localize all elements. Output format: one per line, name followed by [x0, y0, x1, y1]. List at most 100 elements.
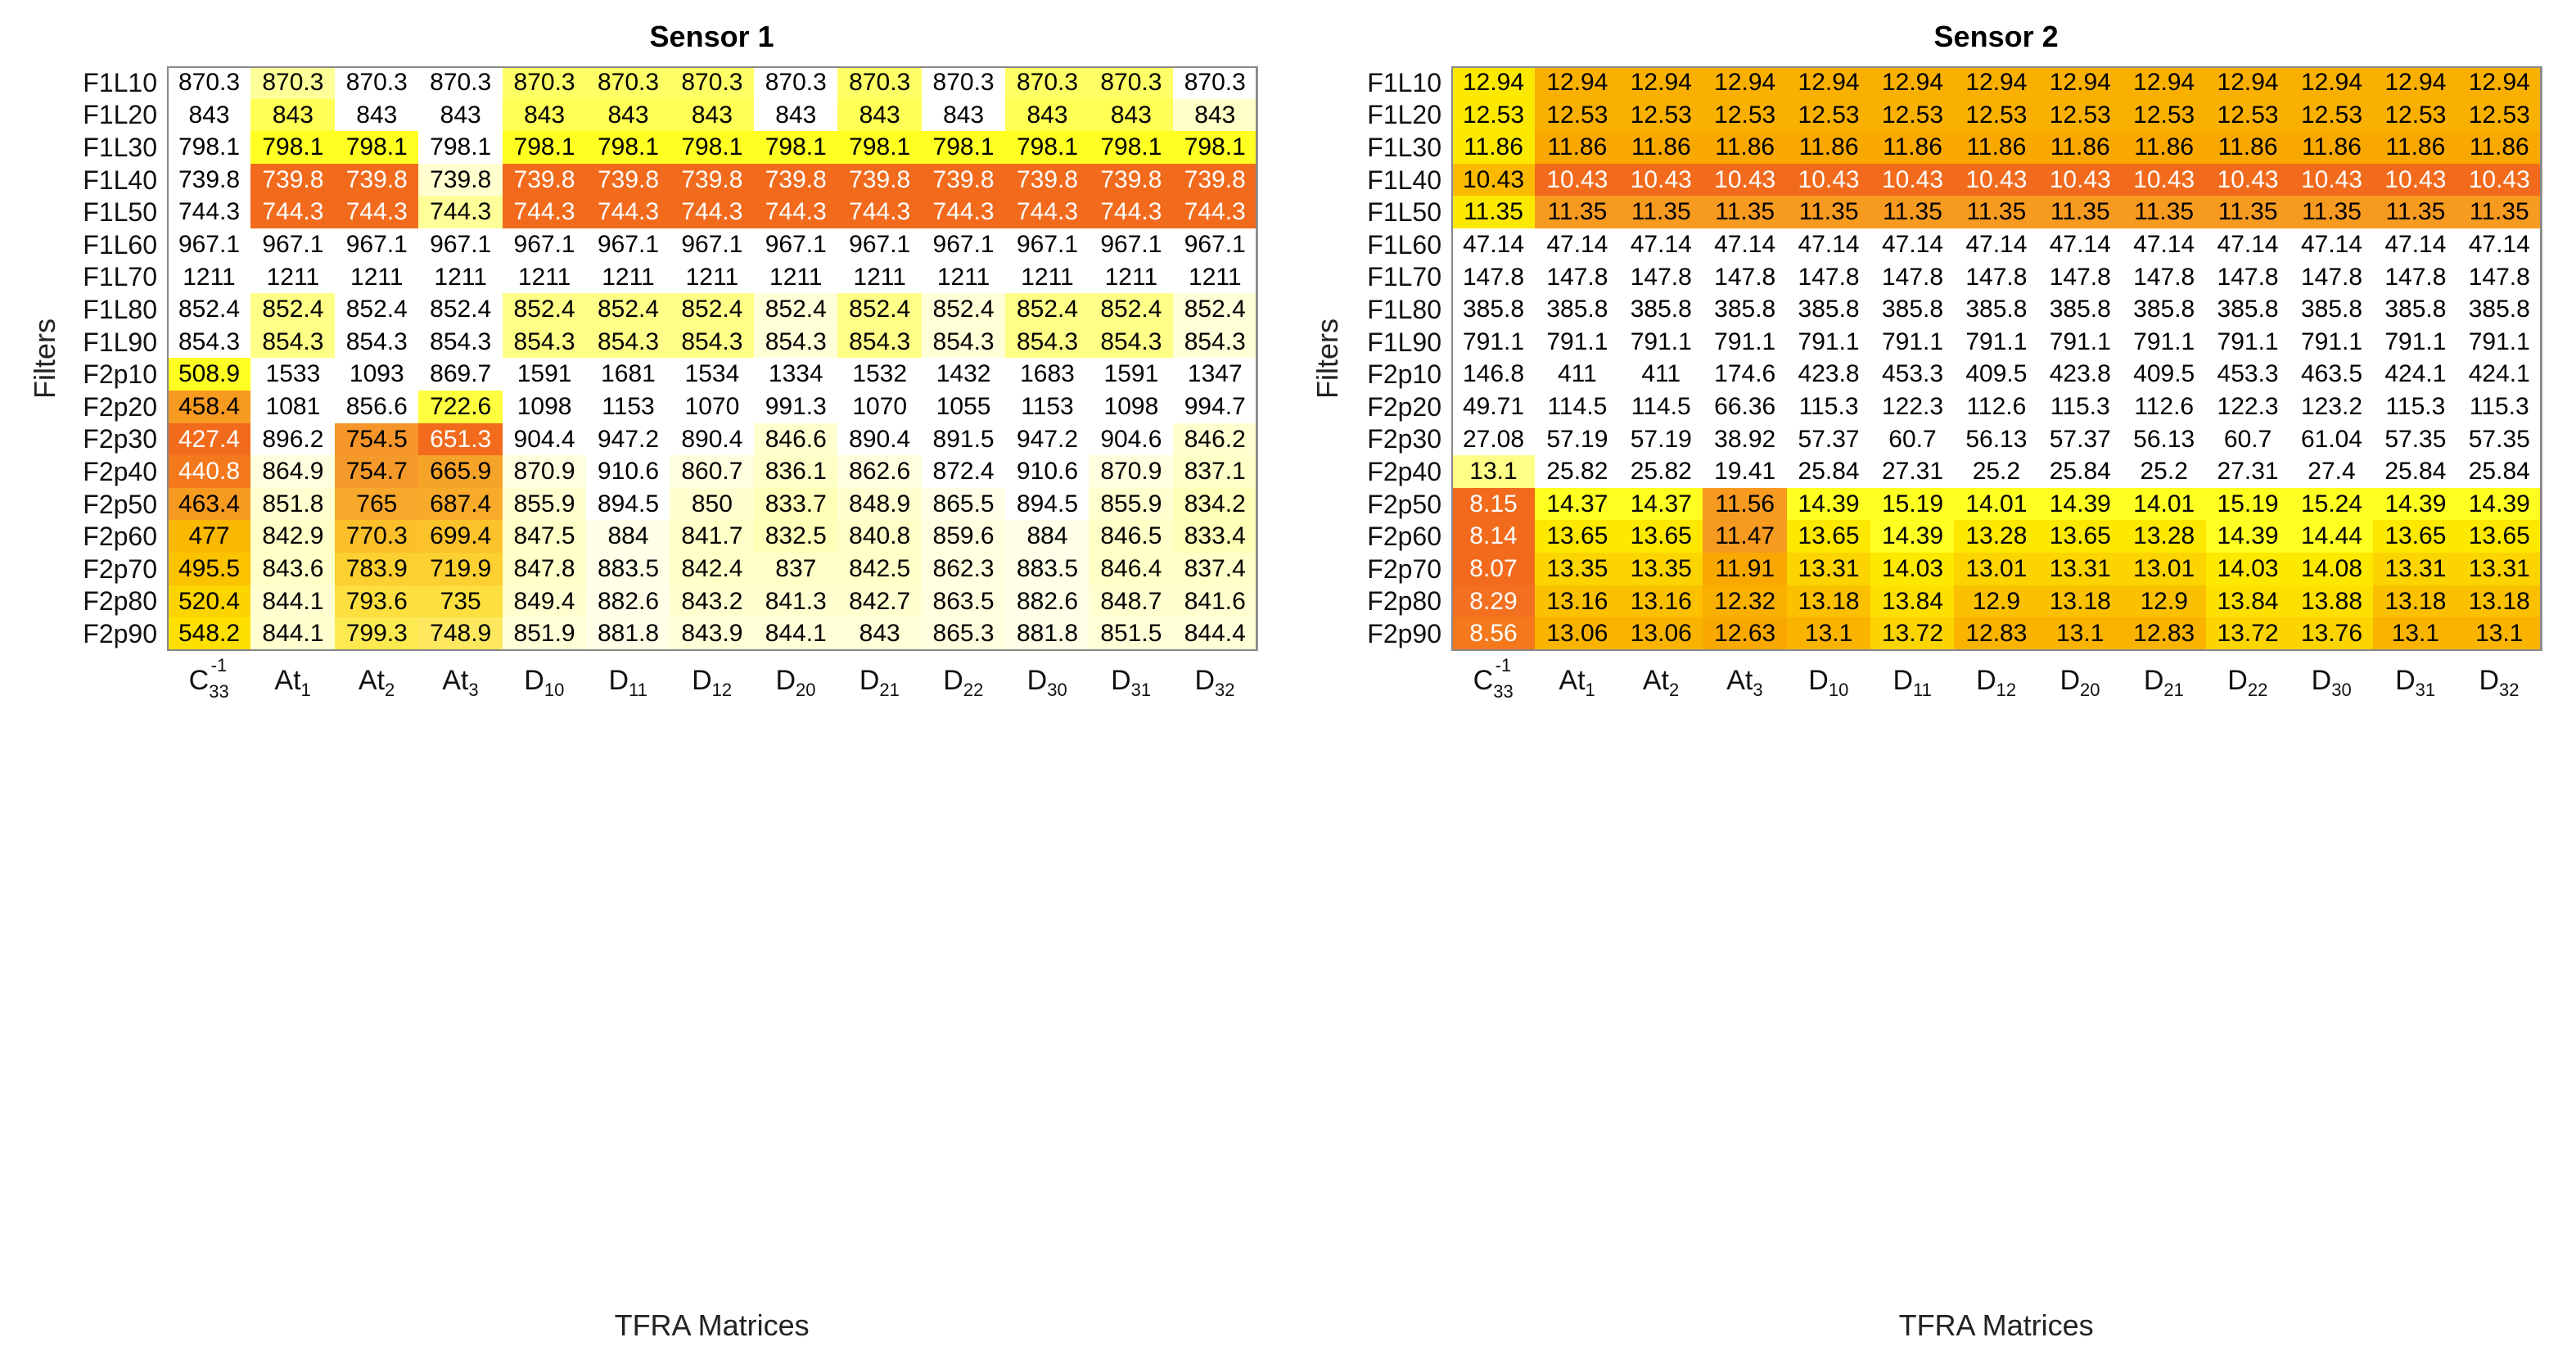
heatmap-cell: 11.56 — [1703, 487, 1789, 522]
heatmap-cell: 896.2 — [250, 422, 336, 457]
heatmap-cell: 10.43 — [1954, 163, 2040, 197]
row-tick-label: F1L70 — [83, 262, 157, 292]
heatmap-cell: 25.84 — [2456, 455, 2542, 490]
heatmap-cell: 174.6 — [1703, 358, 1789, 392]
heatmap-cell: 56.13 — [2122, 422, 2208, 457]
heatmap-cell: 891.5 — [921, 422, 1007, 457]
heatmap-cell: 1432 — [921, 358, 1007, 392]
heatmap-cell: 14.03 — [1870, 553, 1956, 586]
heatmap-cell: 870.3 — [753, 66, 839, 100]
col-tick-label: D20 — [775, 664, 816, 700]
heatmap-cell: 1534 — [670, 358, 756, 392]
heatmap-cell: 14.37 — [1618, 487, 1704, 522]
heatmap-cell: 884 — [1005, 520, 1090, 554]
heatmap-cell: 8.29 — [1451, 585, 1536, 619]
heatmap-cell: 13.65 — [1618, 520, 1704, 554]
heatmap-cell: 12.94 — [1703, 66, 1789, 100]
heatmap-cell: 13.31 — [2037, 553, 2123, 586]
heatmap-cell: 385.8 — [1703, 293, 1789, 328]
heatmap-cell: 11.35 — [1535, 196, 1621, 230]
heatmap-cell: 846.6 — [753, 422, 839, 457]
heatmap-cell: 11.86 — [1786, 131, 1872, 165]
heatmap-cell: 739.8 — [502, 163, 588, 197]
heatmap-cell: 13.18 — [2456, 585, 2542, 619]
heatmap-cell: 12.94 — [1786, 66, 1872, 100]
heatmap-cell: 854.3 — [1005, 325, 1090, 359]
row-tick-label: F1L40 — [83, 165, 157, 195]
col-tick-label: D11 — [608, 664, 647, 700]
heatmap-cell: 47.14 — [1618, 228, 1704, 262]
heatmap-cell: 12.53 — [2205, 98, 2291, 133]
heatmap-cell: 791.1 — [2456, 325, 2542, 359]
heatmap-cell: 12.53 — [1703, 98, 1789, 133]
heatmap-cell: 852.4 — [250, 293, 336, 328]
heatmap-cell: 744.3 — [250, 196, 336, 230]
heatmap-cell: 25.84 — [2037, 455, 2123, 490]
row-tick-label: F1L10 — [83, 67, 157, 97]
heatmap-cell: 798.1 — [586, 131, 671, 165]
heatmap-cell: 851.5 — [1089, 617, 1175, 652]
heatmap-cell: 791.1 — [2290, 325, 2375, 359]
heatmap-cell: 11.35 — [1618, 196, 1704, 230]
col-tick-label: D20 — [2059, 664, 2100, 700]
heatmap-cell: 1070 — [670, 391, 756, 424]
heatmap-cell: 14.01 — [2122, 487, 2208, 522]
heatmap-cell: 385.8 — [2373, 293, 2459, 328]
col-tick-label: D10 — [1808, 664, 1849, 700]
heatmap-cell: 13.76 — [2290, 617, 2375, 652]
heatmap-cell: 783.9 — [334, 553, 420, 586]
heatmap-cell: 14.39 — [1786, 487, 1872, 522]
heatmap-cell: 863.5 — [921, 585, 1007, 619]
heatmap-cell: 10.43 — [2456, 163, 2542, 197]
col-tick-label: D11 — [1893, 664, 1932, 700]
heatmap-cell: 11.35 — [1786, 196, 1872, 230]
heatmap-cell: 147.8 — [1535, 260, 1621, 295]
heatmap-cell: 13.65 — [2037, 520, 2123, 554]
heatmap-cell: 890.4 — [670, 422, 756, 457]
heatmap-cell: 739.8 — [167, 163, 252, 197]
heatmap-cell: 12.94 — [2205, 66, 2291, 100]
heatmap-cell: 147.8 — [1618, 260, 1704, 295]
heatmap-cell: 883.5 — [1005, 553, 1090, 586]
heatmap-cell: 881.8 — [586, 617, 671, 652]
heatmap-cell: 11.86 — [1954, 131, 2040, 165]
heatmap-cell: 57.37 — [2037, 422, 2123, 457]
heatmap-cell: 11.86 — [1703, 131, 1789, 165]
heatmap-cell: 854.3 — [1172, 325, 1258, 359]
heatmap-cell: 11.86 — [1870, 131, 1956, 165]
heatmap-cell: 744.3 — [586, 196, 671, 230]
heatmap-cell: 894.5 — [1005, 487, 1090, 522]
heatmap-cell: 14.39 — [2205, 520, 2291, 554]
heatmap-cell: 862.6 — [837, 455, 923, 490]
heatmap-cell: 57.35 — [2456, 422, 2542, 457]
heatmap-cell: 12.53 — [1786, 98, 1872, 133]
heatmap-cell: 12.94 — [2373, 66, 2459, 100]
heatmap-cell: 27.31 — [2205, 455, 2291, 490]
heatmap-cell: 1211 — [1005, 260, 1090, 295]
col-tick-label: At1 — [274, 664, 311, 700]
heatmap-cell: 904.6 — [1089, 422, 1175, 457]
heatmap-cell: 12.53 — [1535, 98, 1621, 133]
heatmap-cell: 739.8 — [1172, 163, 1258, 197]
heatmap-cell: 38.92 — [1703, 422, 1789, 457]
heatmap-cell: 13.18 — [2373, 585, 2459, 619]
heatmap-cell: 12.53 — [2037, 98, 2123, 133]
row-tick-label: F2p10 — [1367, 359, 1441, 390]
heatmap-cell: 967.1 — [418, 228, 504, 262]
heatmap-cell: 14.03 — [2205, 553, 2291, 586]
heatmap-cell: 14.39 — [2373, 487, 2459, 522]
heatmap-cell: 11.86 — [1618, 131, 1704, 165]
heatmap-cell: 947.2 — [1005, 422, 1090, 457]
heatmap-cell: 14.39 — [2456, 487, 2542, 522]
heatmap-cell: 147.8 — [2456, 260, 2542, 295]
heatmap-cell: 147.8 — [2205, 260, 2291, 295]
heatmap-cell: 882.6 — [586, 585, 671, 619]
heatmap-cell: 27.08 — [1451, 422, 1536, 457]
heatmap-cell: 1098 — [502, 391, 588, 424]
heatmap-cell: 842.4 — [670, 553, 756, 586]
heatmap-cell: 739.8 — [921, 163, 1007, 197]
heatmap-cell: 744.3 — [921, 196, 1007, 230]
row-tick-label: F2p90 — [83, 619, 157, 648]
heatmap-cell: 12.53 — [2290, 98, 2375, 133]
heatmap-cell: 848.9 — [837, 487, 923, 522]
